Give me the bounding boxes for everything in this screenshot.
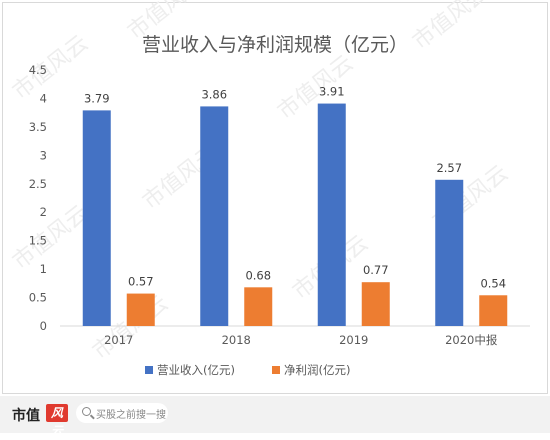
watermark-text: 市值风云 — [8, 31, 93, 105]
legend-swatch-profit — [272, 366, 280, 374]
chart-title: 营业收入与净利润规模（亿元） — [141, 34, 408, 56]
data-label: 0.57 — [128, 275, 154, 289]
watermark-text: 市值风云 — [123, 0, 208, 45]
profit-bar — [479, 295, 508, 326]
search-icon — [82, 407, 91, 416]
y-tick-label: 3 — [40, 148, 47, 162]
y-tick-label: 0 — [40, 319, 47, 333]
y-tick-label: 2 — [40, 205, 47, 219]
profit-bar — [361, 282, 390, 326]
revenue-bar — [435, 179, 464, 326]
footer-bar: 市值 风云 买股之前搜一搜 — [0, 396, 550, 438]
y-tick-label: 4 — [40, 91, 47, 105]
watermark-text: 市值风云 — [8, 201, 93, 275]
y-tick-label: 4.5 — [29, 63, 47, 77]
legend-label: 营业收入(亿元) — [157, 363, 235, 377]
data-label: 3.86 — [201, 87, 227, 101]
revenue-bar — [82, 110, 111, 326]
revenue-bar — [200, 106, 229, 326]
x-tick-label: 2017 — [104, 333, 133, 347]
y-tick-label: 1.5 — [29, 234, 47, 248]
y-tick-label: 0.5 — [29, 291, 47, 305]
y-tick-label: 3.5 — [29, 120, 47, 134]
watermark-text: 市值风云 — [408, 0, 493, 55]
search-box[interactable]: 买股之前搜一搜 — [76, 403, 168, 423]
logo-badge: 风云 — [46, 404, 68, 438]
profit-bar — [126, 293, 155, 326]
legend-label: 净利润(亿元) — [284, 363, 350, 377]
data-label: 3.79 — [84, 91, 110, 105]
profit-bar — [244, 287, 273, 326]
y-tick-label: 1 — [40, 262, 47, 276]
logo-text: 市值 — [12, 408, 40, 424]
data-label: 0.68 — [245, 268, 271, 282]
data-label: 0.77 — [363, 263, 389, 277]
bar-chart: 市值风云市值风云市值风云市值风云市值风云市值风云市值风云市值风云市值风云00.5… — [8, 0, 530, 377]
x-tick-label: 2018 — [222, 333, 251, 347]
y-tick-label: 2.5 — [29, 177, 47, 191]
data-label: 3.91 — [319, 85, 345, 99]
x-tick-label: 2020中报 — [445, 333, 498, 347]
data-label: 2.57 — [436, 161, 462, 175]
data-label: 0.54 — [480, 276, 506, 290]
x-tick-label: 2019 — [339, 333, 368, 347]
revenue-bar — [317, 103, 346, 326]
search-placeholder: 买股之前搜一搜 — [96, 410, 166, 421]
legend-swatch-revenue — [145, 366, 153, 374]
